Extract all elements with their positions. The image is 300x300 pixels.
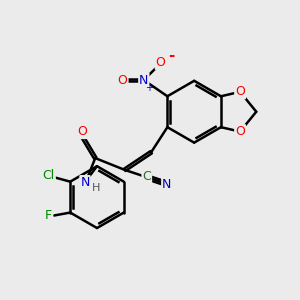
Text: -: - (168, 47, 174, 62)
Text: +: + (145, 83, 153, 93)
Text: O: O (77, 125, 87, 138)
Text: C: C (142, 170, 151, 183)
Text: O: O (118, 74, 128, 87)
Text: O: O (156, 56, 166, 69)
Text: H: H (92, 182, 100, 193)
Text: N: N (139, 74, 148, 87)
Text: N: N (80, 176, 90, 189)
Text: O: O (235, 125, 245, 138)
Text: Cl: Cl (43, 169, 55, 182)
Text: F: F (45, 209, 52, 222)
Text: O: O (235, 85, 245, 98)
Text: N: N (162, 178, 172, 191)
